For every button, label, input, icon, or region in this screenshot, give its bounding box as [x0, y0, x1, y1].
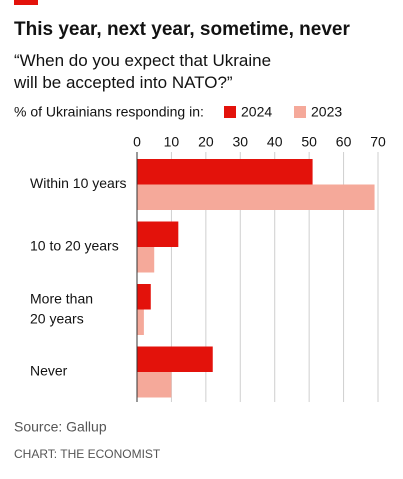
x-tick-label: 10 [164, 134, 180, 150]
bar [137, 309, 144, 335]
x-tick-label: 30 [232, 134, 248, 150]
x-tick-label: 70 [370, 134, 386, 150]
bar [137, 346, 213, 372]
chart-subtitle: “When do you expect that Ukraine will be … [13, 51, 271, 92]
bar [137, 247, 155, 273]
category-label: 10 to 20 years [30, 238, 119, 254]
legend-label: 2023 [311, 104, 342, 120]
source: Source: Gallup [14, 419, 107, 435]
category-label: Within 10 years [30, 175, 126, 191]
legend-swatch [224, 106, 236, 118]
category-label: Never [30, 363, 68, 379]
bar [137, 221, 179, 247]
legend-swatch [294, 106, 306, 118]
x-tick-label: 60 [336, 134, 352, 150]
accent-bar [14, 0, 38, 5]
credit: CHART: THE ECONOMIST [14, 447, 161, 461]
bar [137, 184, 375, 210]
bar [137, 284, 151, 310]
x-tick-label: 0 [133, 134, 141, 150]
chart-title: This year, next year, sometime, never [14, 19, 350, 40]
x-tick-label: 50 [301, 134, 317, 150]
category-label: More than 20 years [30, 290, 93, 326]
legend-title: % of Ukrainians responding in: [14, 104, 204, 120]
x-tick-label: 40 [267, 134, 283, 150]
bar [137, 372, 172, 398]
legend-label: 2024 [241, 104, 272, 120]
x-tick-label: 20 [198, 134, 214, 150]
bar [137, 159, 313, 185]
